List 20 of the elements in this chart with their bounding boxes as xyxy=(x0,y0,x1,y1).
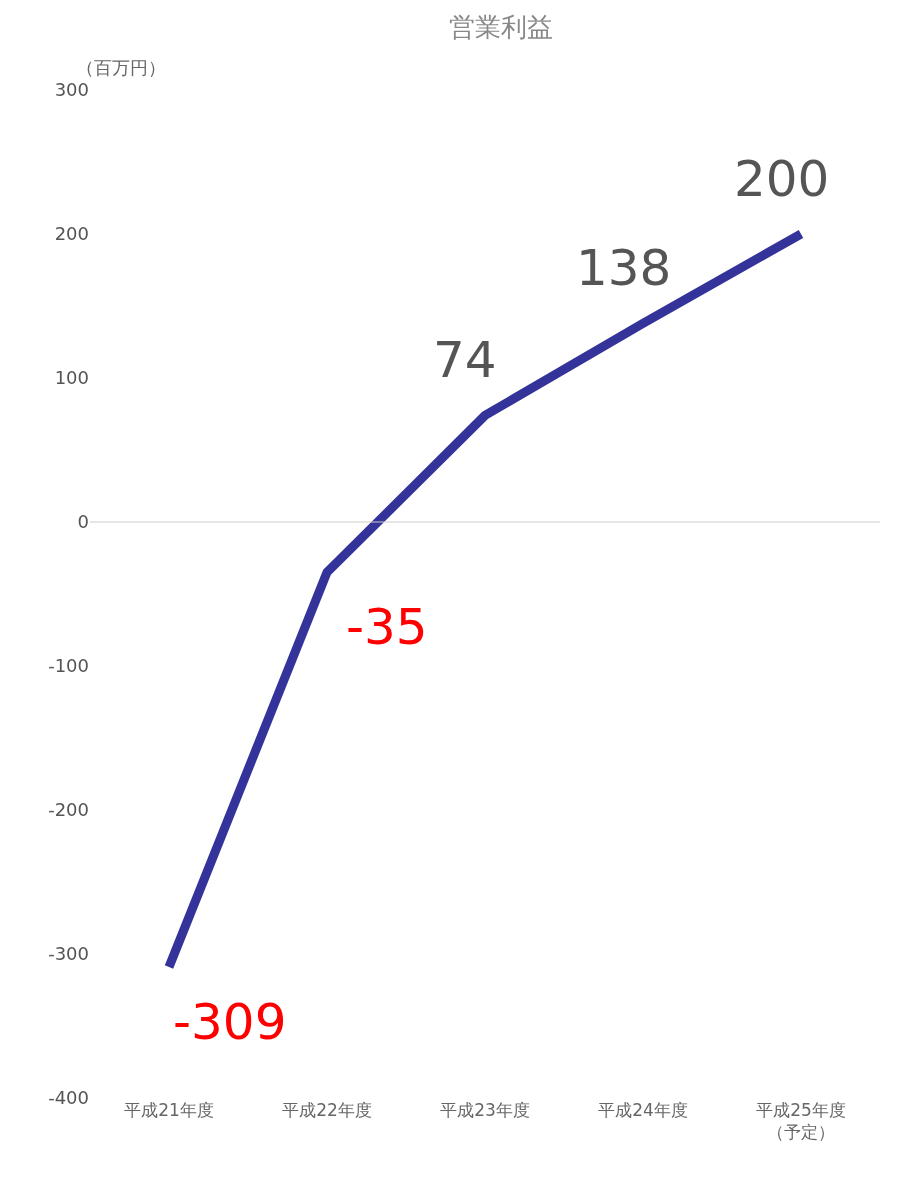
y-tick-label: -300 xyxy=(48,943,89,965)
y-tick-label: -400 xyxy=(48,1087,89,1109)
data-label: 74 xyxy=(433,331,497,389)
data-label: -35 xyxy=(346,598,428,656)
y-tick-label: 200 xyxy=(54,223,89,245)
data-label: 200 xyxy=(734,150,830,208)
x-tick-label: 平成23年度 xyxy=(440,1100,530,1120)
y-tick-label: 0 xyxy=(77,511,89,533)
x-tick-label: 平成24年度 xyxy=(598,1100,688,1120)
x-tick-label: 平成22年度 xyxy=(282,1100,372,1120)
x-tick-label: 平成25年度（予定） xyxy=(756,1100,846,1143)
data-label: 138 xyxy=(576,239,672,297)
data-label: -309 xyxy=(173,993,287,1051)
y-tick-label: -100 xyxy=(48,655,89,677)
y-tick-label: 300 xyxy=(54,79,89,101)
y-axis-title: （百万円） xyxy=(76,57,166,78)
chart-title: 営業利益 xyxy=(448,11,553,42)
y-tick-label: 100 xyxy=(54,367,89,389)
x-tick-label: 平成21年度 xyxy=(124,1100,214,1120)
y-tick-label: -200 xyxy=(48,799,89,821)
